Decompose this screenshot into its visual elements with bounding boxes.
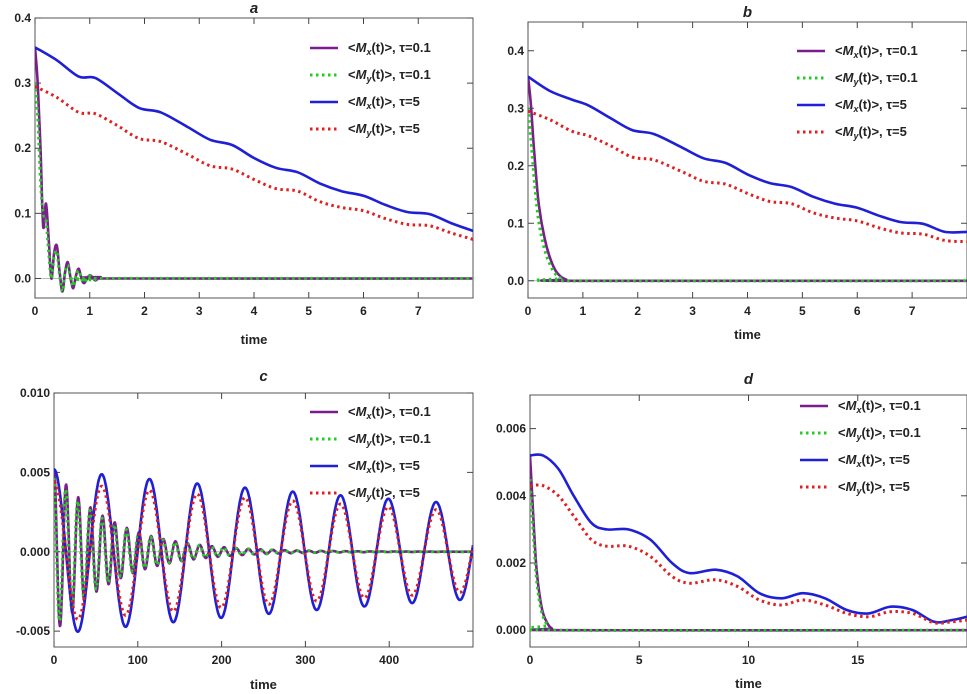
legend-label: <My(t)>, τ=0.1 — [835, 70, 918, 87]
series-line-3 — [530, 483, 967, 625]
x-tick-label: 3 — [689, 304, 696, 318]
x-tick-label: 0 — [527, 653, 534, 667]
x-tick-label: 7 — [415, 304, 422, 318]
series-line-1 — [35, 82, 473, 294]
chart-title: d — [744, 371, 754, 388]
series-line-1 — [528, 108, 967, 283]
y-tick-label: -0.005 — [16, 624, 50, 638]
plot-frame — [53, 392, 474, 648]
y-tick-label: 0.004 — [496, 489, 526, 503]
legend-label: <Mx(t)>, τ=0.1 — [348, 404, 431, 421]
chart-panel-b: 0 1 2 3 4 5 6 7 0.0 0.1 0.2 0.3 0.4 b time <Mx(t)>, τ=0… — [507, 4, 967, 342]
legend-label: <Mx(t)>, τ=0.1 — [348, 40, 431, 57]
x-tick-label: 0 — [525, 304, 532, 318]
chart-title: a — [250, 0, 258, 17]
legend-label: <Mx(t)>, τ=5 — [348, 94, 420, 111]
x-tick-label: 5 — [799, 304, 806, 318]
legend-label: <Mx(t)>, τ=5 — [838, 452, 910, 469]
legend-label: <Mx(t)>, τ=5 — [835, 97, 907, 114]
x-tick-label: 400 — [379, 653, 399, 667]
x-tick-label: 3 — [196, 304, 203, 318]
series-line-2 — [528, 75, 967, 234]
legend-label: <My(t)>, τ=5 — [838, 479, 910, 496]
y-tick-label: 0.000 — [496, 623, 526, 637]
y-tick-label: 0.2 — [14, 141, 31, 155]
legend-label: <My(t)>, τ=5 — [835, 124, 907, 141]
x-tick-label: 4 — [744, 304, 751, 318]
chart-title: c — [259, 368, 268, 385]
x-tick-label: 2 — [141, 304, 148, 318]
x-axis-label: time — [735, 676, 762, 691]
x-tick-label: 1 — [580, 304, 587, 318]
x-tick-label: 15 — [851, 653, 865, 667]
x-axis-label: time — [241, 332, 268, 347]
chart-panel-a: 0 1 2 3 4 5 6 7 0.0 0.1 0.2 0.3 0.4 a time <Mx(t)>, τ=0… — [14, 0, 474, 347]
y-tick-label: 0.2 — [507, 159, 524, 173]
chart-title: b — [743, 4, 752, 21]
plot-frame — [527, 21, 967, 299]
y-tick-label: 0.4 — [507, 44, 524, 58]
x-tick-label: 100 — [128, 653, 148, 667]
x-tick-label: 200 — [212, 653, 232, 667]
series-line-0 — [35, 47, 473, 293]
series-line-3 — [54, 480, 473, 621]
legend-label: <My(t)>, τ=0.1 — [348, 431, 431, 448]
legend-label: <Mx(t)>, τ=0.1 — [838, 398, 921, 415]
chart-panel-c: 0 100 200 300 400 -0.005 0.000 0.005 0.010 c time <… — [16, 368, 474, 692]
legend-label: <My(t)>, τ=5 — [348, 121, 420, 138]
y-tick-label: 0.000 — [20, 545, 50, 559]
x-tick-label: 10 — [742, 653, 756, 667]
x-tick-label: 300 — [295, 653, 315, 667]
x-tick-label: 0 — [51, 653, 58, 667]
y-tick-label: 0.010 — [20, 386, 50, 400]
x-tick-label: 2 — [634, 304, 641, 318]
y-tick-label: 0.4 — [14, 11, 31, 25]
series-line-3 — [35, 85, 473, 241]
x-axis-label: time — [250, 677, 277, 692]
x-axis-label: time — [734, 327, 761, 342]
y-tick-label: 0.0 — [14, 271, 31, 285]
series-line-0 — [528, 76, 967, 283]
legend-label: <Mx(t)>, τ=5 — [348, 458, 420, 475]
x-tick-label: 7 — [909, 304, 916, 318]
y-tick-label: 0.3 — [507, 101, 524, 115]
chart-panel-d: 0 5 10 15 0.000 0.002 0.004 0.006 d time <Mx(t)>, … — [496, 371, 967, 691]
y-tick-label: 0.3 — [14, 76, 31, 90]
y-tick-label: 0.0 — [507, 274, 524, 288]
y-tick-label: 0.1 — [14, 206, 31, 220]
x-tick-label: 5 — [636, 653, 643, 667]
series-line-2 — [35, 46, 473, 233]
y-tick-label: 0.005 — [20, 465, 50, 479]
x-tick-label: 1 — [86, 304, 93, 318]
x-tick-label: 4 — [251, 304, 258, 318]
y-tick-label: 0.1 — [507, 216, 524, 230]
legend-label: <My(t)>, τ=0.1 — [348, 67, 431, 84]
y-tick-label: 0.006 — [496, 422, 526, 436]
legend-label: <Mx(t)>, τ=0.1 — [835, 43, 918, 60]
legend-label: <My(t)>, τ=5 — [348, 485, 420, 502]
x-tick-label: 0 — [32, 304, 39, 318]
y-tick-label: 0.002 — [496, 556, 526, 570]
legend-label: <My(t)>, τ=0.1 — [838, 425, 921, 442]
series-line-2 — [54, 468, 473, 633]
series-line-3 — [528, 109, 967, 244]
series-line-2 — [530, 453, 967, 624]
x-tick-label: 5 — [305, 304, 312, 318]
series-line-1 — [54, 477, 473, 623]
x-tick-label: 6 — [360, 304, 367, 318]
x-tick-label: 6 — [854, 304, 861, 318]
